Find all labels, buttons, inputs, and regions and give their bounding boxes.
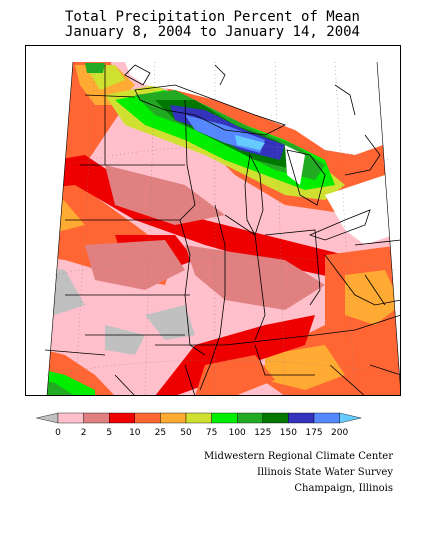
legend-bin bbox=[262, 412, 289, 424]
legend-bin bbox=[185, 412, 212, 424]
legend-bin bbox=[313, 412, 340, 424]
credit-isws: Illinois State Water Survey bbox=[256, 467, 393, 478]
legend-bin bbox=[160, 412, 187, 424]
legend-label: 125 bbox=[254, 428, 271, 438]
color-legend: 0 2 5 10 25 50 75 100 125 150 175 200 bbox=[36, 412, 362, 438]
legend-label: 150 bbox=[280, 428, 297, 438]
legend-bin bbox=[211, 412, 238, 424]
precipitation-map bbox=[25, 45, 401, 396]
credit-location: Champaign, Illinois bbox=[294, 483, 393, 494]
map-title-line1: Total Precipitation Percent of Mean bbox=[64, 9, 360, 25]
legend-label: 2 bbox=[81, 428, 87, 438]
legend-label: 0 bbox=[55, 428, 61, 438]
legend-label: 175 bbox=[305, 428, 322, 438]
legend-bin bbox=[83, 412, 110, 424]
legend-bin bbox=[36, 412, 59, 424]
legend-label: 100 bbox=[229, 428, 246, 438]
legend-bin bbox=[339, 412, 362, 424]
map-title-line2: January 8, 2004 to January 14, 2004 bbox=[64, 24, 360, 40]
legend-bin bbox=[134, 412, 161, 424]
legend-label: 75 bbox=[206, 428, 217, 438]
legend-label: 5 bbox=[106, 428, 112, 438]
legend-label: 25 bbox=[155, 428, 166, 438]
legend-bin bbox=[108, 412, 135, 424]
legend-label: 50 bbox=[180, 428, 192, 438]
legend-label: 200 bbox=[331, 428, 348, 438]
legend-label: 10 bbox=[129, 428, 141, 438]
legend-bin bbox=[57, 412, 84, 424]
legend-bin bbox=[236, 412, 263, 424]
credit-mrcc: Midwestern Regional Climate Center bbox=[204, 451, 393, 462]
legend-bin bbox=[288, 412, 315, 424]
